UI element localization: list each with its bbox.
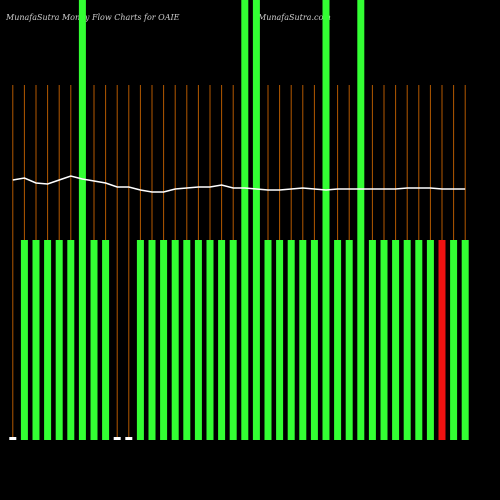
bar: [345, 240, 353, 440]
bar: [276, 240, 284, 440]
bar: [357, 0, 365, 440]
bar: [229, 240, 237, 440]
bar: [252, 0, 260, 440]
bar: [32, 240, 40, 440]
bar: [78, 0, 86, 440]
bar: [241, 0, 249, 440]
bar: [125, 437, 133, 440]
bar: [415, 240, 423, 440]
bar: [113, 437, 121, 440]
bar: [183, 240, 191, 440]
bar: [380, 240, 388, 440]
bar: [90, 240, 98, 440]
bar: [136, 240, 144, 440]
bar: [67, 240, 75, 440]
bar: [322, 0, 330, 440]
bar: [264, 240, 272, 440]
bar: [334, 240, 342, 440]
bar: [450, 240, 458, 440]
bar: [194, 240, 202, 440]
bar: [368, 240, 376, 440]
bar: [299, 240, 307, 440]
bar: [218, 240, 226, 440]
bar: [20, 240, 28, 440]
chart-subtitle: MunafaSutra.com: [257, 13, 331, 22]
bar: [148, 240, 156, 440]
bar: [44, 240, 52, 440]
bar: [102, 240, 110, 440]
bar: [171, 240, 179, 440]
money-flow-line: [12, 175, 466, 193]
bar: [461, 240, 469, 440]
bar: [206, 240, 214, 440]
bar: [55, 240, 63, 440]
bar: [426, 240, 434, 440]
bar: [392, 240, 400, 440]
bar: [403, 240, 411, 440]
bar: [9, 437, 17, 440]
bar: [438, 240, 446, 440]
bar: [287, 240, 295, 440]
bar: [310, 240, 318, 440]
chart-title: MunafaSutra Money Flow Charts for OAIE: [5, 13, 180, 22]
bar: [160, 240, 168, 440]
